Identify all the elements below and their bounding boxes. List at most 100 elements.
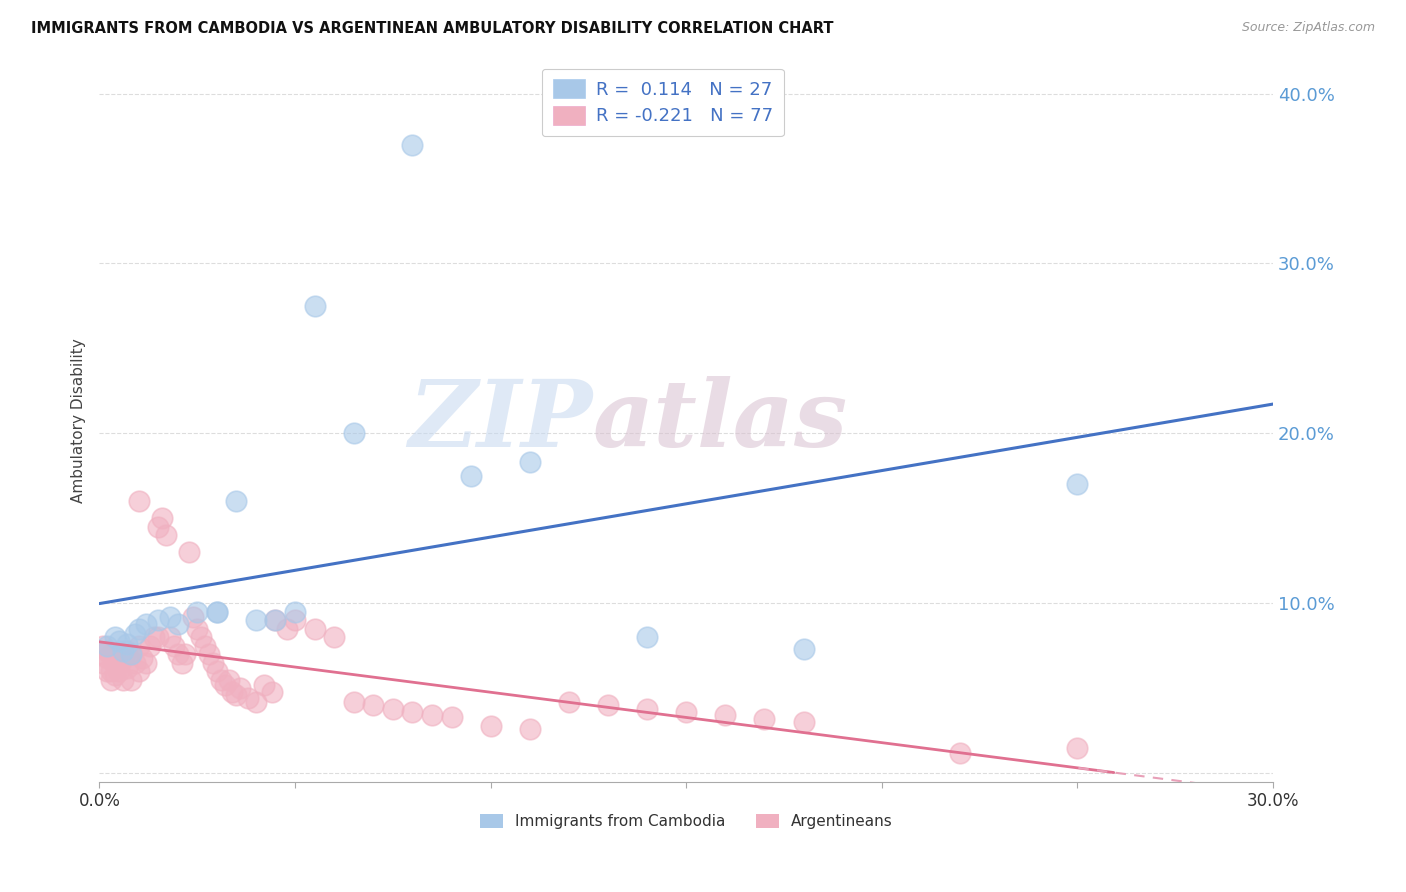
Point — [128, 664, 150, 678]
Point — [401, 137, 423, 152]
Point — [108, 664, 131, 678]
Point — [793, 715, 815, 730]
Point — [209, 673, 232, 687]
Point — [166, 616, 188, 631]
Point — [264, 613, 287, 627]
Point — [150, 511, 173, 525]
Point — [128, 622, 150, 636]
Point — [115, 637, 138, 651]
Point — [115, 661, 138, 675]
Point — [284, 613, 307, 627]
Point — [174, 647, 197, 661]
Point — [420, 708, 443, 723]
Point — [104, 630, 127, 644]
Point — [111, 644, 134, 658]
Point — [194, 639, 217, 653]
Point — [460, 468, 482, 483]
Point — [179, 545, 201, 559]
Point — [186, 605, 208, 619]
Point — [128, 639, 150, 653]
Point — [304, 622, 326, 636]
Point — [276, 622, 298, 636]
Point — [100, 673, 122, 687]
Point — [519, 455, 541, 469]
Point — [1066, 477, 1088, 491]
Point — [96, 664, 118, 678]
Point — [361, 698, 384, 713]
Point — [146, 520, 169, 534]
Point — [754, 712, 776, 726]
Point — [245, 613, 267, 627]
Point — [146, 630, 169, 644]
Point — [793, 642, 815, 657]
Point — [1066, 740, 1088, 755]
Point — [198, 647, 221, 661]
Point — [236, 691, 259, 706]
Point — [143, 630, 166, 644]
Point — [96, 639, 118, 653]
Point — [225, 494, 247, 508]
Point — [135, 616, 157, 631]
Point — [636, 701, 658, 715]
Legend: Immigrants from Cambodia, Argentineans: Immigrants from Cambodia, Argentineans — [474, 808, 898, 836]
Point — [401, 705, 423, 719]
Point — [714, 708, 737, 723]
Point — [186, 622, 208, 636]
Point — [93, 639, 115, 653]
Point — [253, 678, 276, 692]
Point — [304, 299, 326, 313]
Point — [108, 633, 131, 648]
Point — [163, 639, 186, 653]
Point — [104, 667, 127, 681]
Point — [343, 426, 366, 441]
Text: ZIP: ZIP — [408, 376, 592, 466]
Point — [155, 528, 177, 542]
Point — [146, 613, 169, 627]
Point — [159, 610, 181, 624]
Point — [166, 647, 188, 661]
Point — [128, 494, 150, 508]
Point — [108, 656, 131, 670]
Point — [284, 605, 307, 619]
Point — [596, 698, 619, 713]
Point — [225, 688, 247, 702]
Point — [131, 650, 153, 665]
Point — [675, 705, 697, 719]
Point — [949, 746, 972, 760]
Point — [96, 650, 118, 665]
Point — [190, 630, 212, 644]
Point — [636, 630, 658, 644]
Point — [558, 695, 581, 709]
Point — [205, 664, 228, 678]
Point — [124, 627, 146, 641]
Point — [205, 605, 228, 619]
Point — [111, 673, 134, 687]
Point — [245, 695, 267, 709]
Point — [260, 684, 283, 698]
Point — [96, 644, 118, 658]
Point — [440, 710, 463, 724]
Point — [159, 630, 181, 644]
Point — [201, 656, 224, 670]
Text: atlas: atlas — [592, 376, 848, 466]
Y-axis label: Ambulatory Disability: Ambulatory Disability — [72, 338, 86, 503]
Point — [108, 647, 131, 661]
Point — [214, 678, 236, 692]
Point — [135, 656, 157, 670]
Point — [100, 664, 122, 678]
Point — [264, 613, 287, 627]
Point — [104, 656, 127, 670]
Point — [218, 673, 240, 687]
Point — [170, 656, 193, 670]
Point — [343, 695, 366, 709]
Point — [120, 647, 142, 661]
Point — [120, 647, 142, 661]
Point — [100, 647, 122, 661]
Point — [111, 650, 134, 665]
Point — [115, 644, 138, 658]
Point — [124, 656, 146, 670]
Point — [221, 684, 243, 698]
Point — [139, 639, 162, 653]
Point — [181, 610, 204, 624]
Point — [381, 701, 404, 715]
